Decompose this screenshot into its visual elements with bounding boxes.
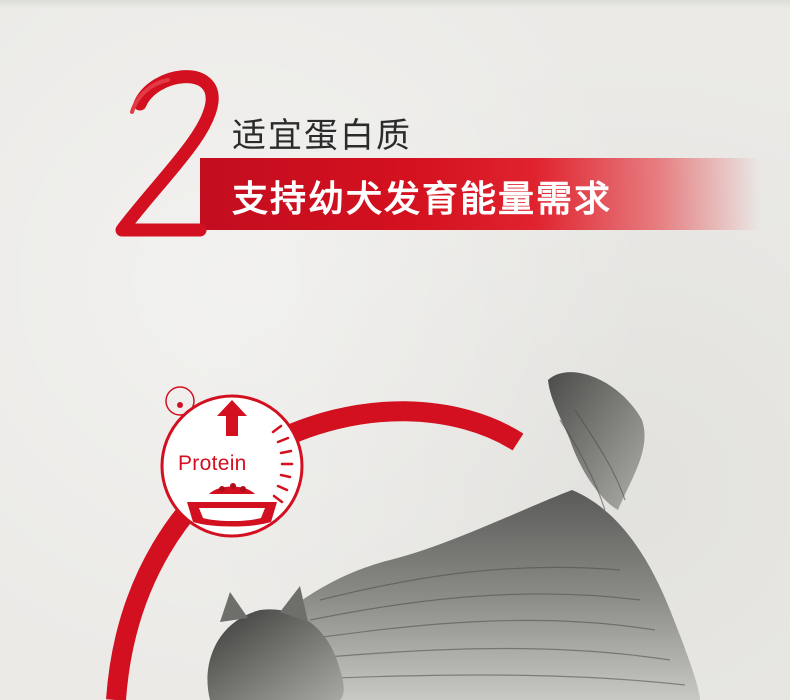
- headline-ribbon: [200, 158, 760, 230]
- section-headline: 支持幼犬发育能量需求: [232, 179, 613, 220]
- section-number-2: [115, 70, 219, 237]
- top-shadow-strip: [0, 0, 790, 8]
- section-subtitle: 适宜蛋白质: [232, 116, 412, 156]
- protein-badge: [160, 386, 304, 538]
- protein-label: Protein: [178, 452, 247, 475]
- yorkshire-terrier-image: [207, 372, 700, 700]
